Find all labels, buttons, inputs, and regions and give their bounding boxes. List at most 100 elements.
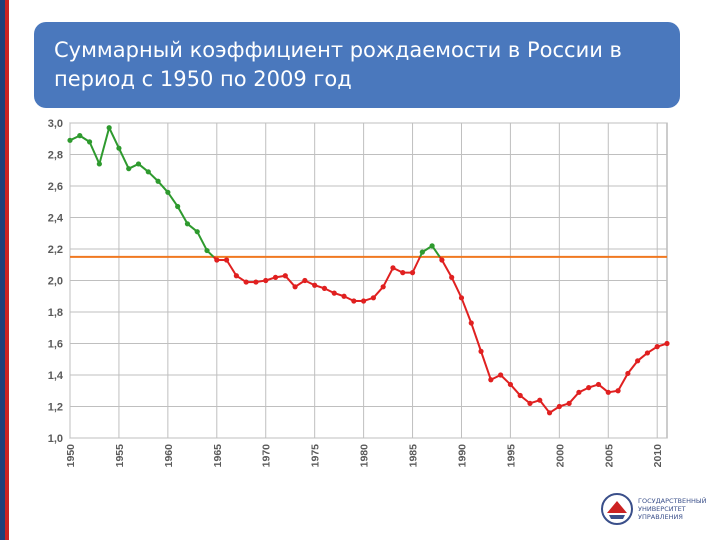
series-segment	[167, 191, 179, 208]
data-point	[67, 137, 73, 143]
data-point	[429, 243, 435, 249]
x-tick-label: 1980	[359, 444, 371, 468]
y-tick-label: 2,4	[48, 213, 64, 225]
y-tick-label: 1,8	[48, 307, 63, 319]
logo-line-2: УНИВЕРСИТЕТ	[638, 505, 686, 513]
data-point	[605, 389, 611, 395]
y-tick-label: 2,2	[48, 244, 63, 256]
data-point	[126, 166, 132, 172]
data-point	[488, 377, 494, 383]
data-point	[106, 125, 112, 131]
data-point	[302, 277, 308, 284]
data-point	[351, 298, 357, 304]
left-red-stripe	[5, 0, 9, 540]
data-point	[312, 282, 318, 288]
series-segment	[382, 267, 394, 288]
series-segment	[470, 322, 482, 352]
logo-emblem-icon	[601, 493, 633, 525]
y-tick-label: 2,0	[48, 276, 63, 288]
data-point	[204, 247, 210, 254]
y-tick-label: 1,6	[48, 339, 63, 351]
data-point	[576, 389, 582, 395]
data-point	[664, 340, 670, 347]
series-segment	[196, 231, 208, 252]
x-tick-label: 1975	[310, 444, 322, 468]
data-point	[566, 400, 572, 406]
data-point	[419, 249, 425, 255]
data-point	[243, 279, 249, 285]
data-point	[468, 320, 474, 326]
x-tick-label: 1965	[212, 444, 224, 468]
data-point	[409, 270, 416, 276]
data-point	[292, 284, 298, 290]
x-tick-label: 1995	[505, 444, 517, 468]
data-point	[341, 293, 347, 299]
data-point	[449, 274, 455, 280]
data-point	[214, 257, 220, 263]
series-segment	[450, 276, 463, 299]
y-tick-label: 1,2	[48, 402, 63, 414]
data-point	[400, 270, 406, 276]
y-tick-label: 1,4	[48, 370, 64, 382]
y-tick-label: 3,0	[48, 118, 63, 130]
x-tick-label: 2005	[603, 444, 615, 468]
series-segment	[118, 147, 130, 170]
series-segment	[460, 297, 473, 324]
data-point	[184, 221, 191, 227]
slide-title: Суммарный коэффициент рождаемости в Росс…	[54, 38, 622, 91]
data-point	[546, 410, 553, 416]
data-point	[458, 295, 465, 301]
data-point	[635, 358, 641, 364]
logo-line-1: ГОСУДАРСТВЕННЫЙ	[638, 497, 707, 505]
data-point	[155, 178, 161, 184]
series-segment	[411, 256, 421, 274]
series-segment	[441, 259, 453, 278]
x-tick-label: 1970	[261, 444, 273, 468]
data-point	[478, 348, 484, 354]
slide-title-box: Суммарный коэффициент рождаемости в Росс…	[34, 22, 680, 108]
data-point	[194, 229, 200, 235]
data-point	[96, 161, 102, 167]
series-segment	[176, 205, 189, 225]
x-tick-label: 1955	[114, 444, 126, 468]
data-point	[625, 370, 631, 377]
data-point	[116, 145, 122, 151]
data-point	[321, 285, 328, 291]
data-point	[263, 277, 269, 284]
series-segment	[538, 399, 551, 414]
data-point	[135, 161, 142, 167]
data-point	[615, 388, 621, 394]
data-point	[380, 284, 386, 290]
data-point	[517, 392, 523, 399]
data-point	[145, 169, 151, 175]
series-segment	[480, 351, 492, 381]
logo-text: ГОСУДАРСТВЕННЫЙ УНИВЕРСИТЕТ УПРАВЛЕНИЯ	[638, 497, 718, 521]
x-tick-label: 1990	[456, 444, 468, 468]
university-logo: ГОСУДАРСТВЕННЫЙ УНИВЕРСИТЕТ УПРАВЛЕНИЯ	[600, 492, 710, 528]
data-point	[498, 372, 504, 378]
data-point	[439, 257, 445, 263]
data-point	[86, 139, 93, 145]
data-point	[165, 189, 171, 195]
data-point	[595, 381, 602, 388]
series-segment	[617, 372, 629, 392]
data-point	[361, 298, 367, 304]
data-point	[77, 133, 83, 139]
data-point	[175, 203, 181, 210]
series-segment	[627, 360, 639, 375]
y-tick-label: 2,8	[48, 150, 63, 162]
data-point	[556, 403, 562, 410]
x-tick-label: 2000	[554, 444, 566, 468]
logo-line-3: УПРАВЛЕНИЯ	[638, 513, 683, 521]
x-tick-label: 2010	[652, 444, 664, 468]
data-point	[654, 344, 660, 350]
data-point	[586, 385, 592, 391]
series-segment	[88, 141, 101, 165]
data-point	[537, 397, 543, 403]
x-tick-label: 1950	[65, 444, 77, 468]
series-segment	[225, 259, 238, 277]
data-point	[223, 257, 230, 263]
data-point	[644, 350, 651, 356]
data-point	[370, 295, 376, 301]
